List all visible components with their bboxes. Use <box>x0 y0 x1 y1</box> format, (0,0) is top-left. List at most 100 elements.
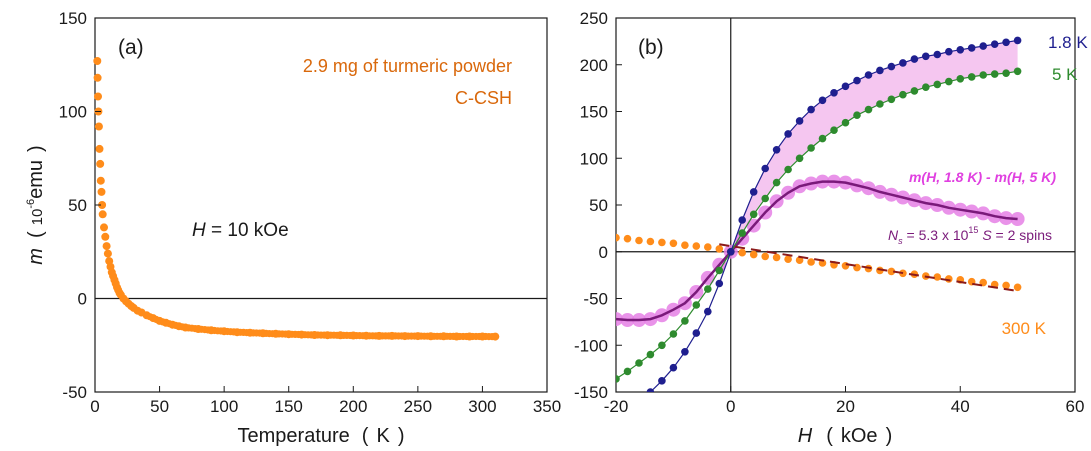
panel-a-y-tick-label: 0 <box>78 290 87 309</box>
series-1p8k-point <box>1002 38 1010 47</box>
series-300k-point <box>715 245 724 253</box>
series-1p8k-point <box>658 377 666 385</box>
series-label-1p8k: 1.8 K <box>1048 33 1088 52</box>
series-300k-point <box>623 234 632 243</box>
fit-exp: 15 <box>968 225 978 235</box>
series-1p8k-point <box>864 71 873 79</box>
fit-n: N <box>888 227 899 243</box>
panel-a-point <box>96 176 105 185</box>
series-label-300k: 300 K <box>1002 319 1047 338</box>
panel-a-point <box>93 57 102 65</box>
panel-a-point <box>103 249 112 258</box>
series-5k-point <box>1013 67 1022 76</box>
series-5k-point <box>876 100 884 108</box>
series-5k-point <box>646 350 655 359</box>
series-1p8k-point <box>749 188 758 196</box>
series-1p8k-point <box>922 52 930 61</box>
panel-b-y-tick-label: 200 <box>580 56 608 75</box>
series-1p8k-point <box>738 216 746 224</box>
series-300k-point <box>646 237 655 246</box>
series-300k-fit-line <box>719 243 1018 292</box>
panel-b-label: (b) <box>638 36 664 59</box>
panel-a-yunit-base: 10 <box>29 209 46 226</box>
series-5k-point <box>623 367 632 376</box>
series-label-5k: 5 K <box>1052 65 1078 84</box>
panel-b-y-tick-label: -150 <box>574 383 608 402</box>
sample-annotation: 2.9 mg of turmeric powder <box>303 56 512 76</box>
panel-a-frame <box>94 17 548 393</box>
series-300k-point <box>887 267 896 276</box>
series-300k-point <box>738 248 746 257</box>
series-5k-point <box>1002 69 1010 77</box>
series-300k-point <box>807 258 815 266</box>
series-300k-point <box>704 243 712 251</box>
series-5k-point <box>635 359 643 367</box>
panel-a-yunit-exp: -6 <box>25 199 37 209</box>
panel-a-point <box>491 332 500 341</box>
panel-a-point <box>93 73 102 82</box>
panel-b-xunit: kOe <box>841 425 878 447</box>
series-1p8k-point <box>715 279 724 288</box>
series-5k-point <box>830 126 838 134</box>
panel-b-x-tick-label: 0 <box>726 397 735 416</box>
fit-suffix: = 2 spins <box>992 227 1052 243</box>
series-5k-point <box>979 71 987 79</box>
panel-a-xlabel-text: Temperature <box>238 425 350 447</box>
panel-a-point <box>102 242 111 251</box>
panel-a-y-tick-label: 100 <box>59 103 87 122</box>
series-1p8k-point <box>784 130 792 138</box>
series-1p8k-point <box>772 146 781 154</box>
panel-a-y-axis-label: m(10-6emu) <box>25 145 47 264</box>
series-5k-point <box>616 375 620 383</box>
panel-b-y-tick-label: 150 <box>580 103 608 122</box>
series-5k-point <box>681 317 689 325</box>
series-1p8k-point <box>956 46 965 54</box>
panel-a-yunit: emu <box>25 160 47 199</box>
series-300k-point <box>635 236 643 245</box>
series-300k-point <box>841 262 850 270</box>
series-300k-point <box>749 250 758 259</box>
series-300k-point <box>772 253 781 262</box>
series-5k-point <box>784 165 792 174</box>
panel-b-y-tick-label: 0 <box>599 243 608 262</box>
panel-a-x-tick-label: 350 <box>533 397 561 416</box>
series-1p8k-point <box>1013 36 1022 45</box>
series-1p8k-point <box>841 82 850 91</box>
series-1p8k-point <box>704 307 712 316</box>
series-1p8k-point <box>876 66 884 75</box>
series-5k-point <box>704 285 712 293</box>
series-5k-point <box>761 194 769 203</box>
series-5k-point <box>749 210 758 219</box>
series-label-difference: m(H, 1.8 K) - m(H, 5 K) <box>909 169 1056 185</box>
series-5k-point <box>669 330 678 338</box>
panel-a-x-tick-label: 200 <box>339 397 367 416</box>
series-1p8k-point <box>646 388 655 392</box>
panel-a-label: (a) <box>118 36 144 59</box>
series-5k-point <box>658 341 666 350</box>
field-annotation-symbol: H <box>192 220 206 241</box>
fit-annotation: Ns = 5.3 x 1015 S = 2 spins <box>888 225 1052 246</box>
fit-n-sub: s <box>898 236 903 246</box>
panel-b-y-tick-label: 50 <box>589 196 608 215</box>
panel-b-x-tick-label: 60 <box>1066 397 1085 416</box>
series-1p8k-point <box>853 76 861 85</box>
panel-b-xlabel-text: H <box>798 425 813 447</box>
fit-mid: = 5.3 x 10 <box>903 227 969 243</box>
series-300k-point <box>681 241 689 249</box>
panel-a-point <box>97 187 106 196</box>
series-5k-point <box>887 95 896 104</box>
series-1p8k-point <box>910 55 919 63</box>
series-5k-point <box>956 75 965 83</box>
series-300k-point <box>669 239 678 248</box>
series-1p8k-point <box>887 62 896 71</box>
series-1p8k-point <box>727 248 735 256</box>
difference-fit-line <box>616 180 1018 322</box>
series-1p8k-point <box>761 164 769 173</box>
series-300k-point <box>692 242 701 250</box>
series-5k-point <box>922 83 930 91</box>
panel-b-frame <box>615 17 1076 393</box>
panel-a-x-tick-label: 250 <box>404 397 432 416</box>
series-1p8k-point <box>807 105 815 114</box>
